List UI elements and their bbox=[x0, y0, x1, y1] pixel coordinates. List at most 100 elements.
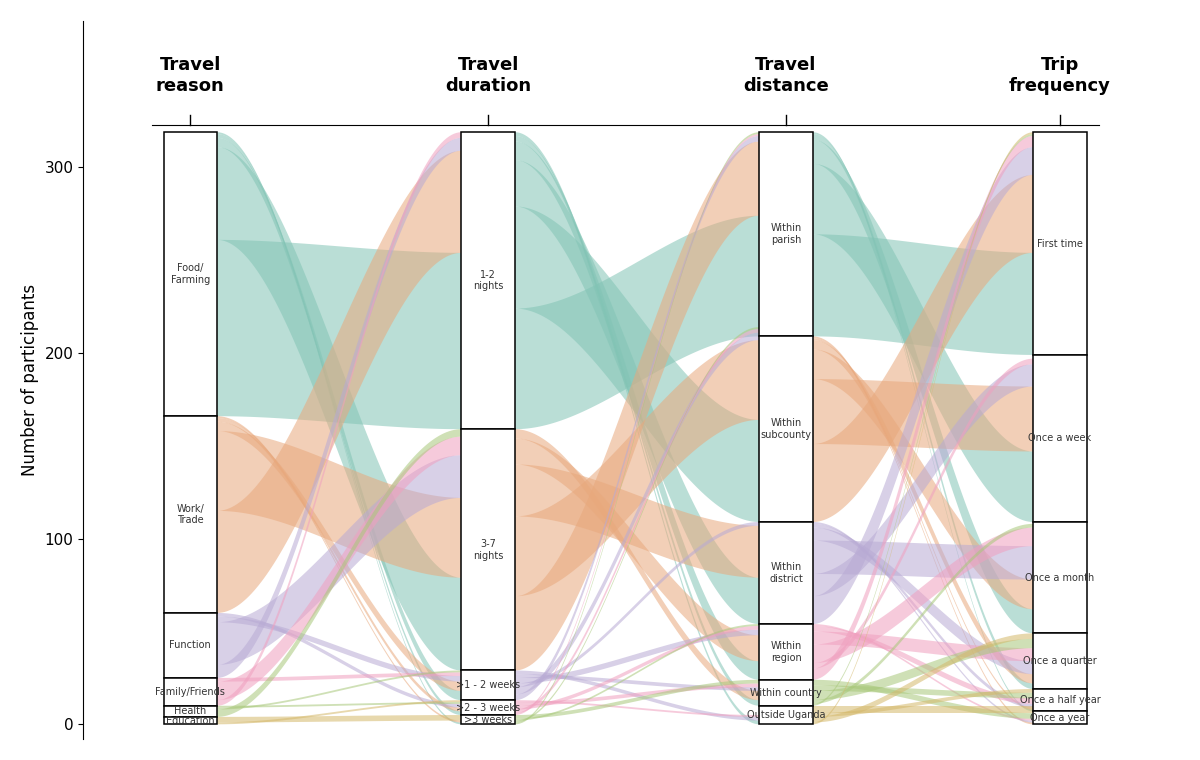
Text: Within
subcounty: Within subcounty bbox=[761, 419, 811, 440]
Bar bbox=[760, 132, 812, 337]
Text: Food/
Farming: Food/ Farming bbox=[170, 264, 210, 285]
Polygon shape bbox=[515, 160, 760, 624]
Text: Once a month: Once a month bbox=[1026, 573, 1094, 583]
Polygon shape bbox=[812, 527, 1033, 674]
Polygon shape bbox=[217, 147, 461, 670]
Polygon shape bbox=[812, 175, 1033, 522]
Bar bbox=[760, 624, 812, 679]
Polygon shape bbox=[515, 132, 760, 724]
Polygon shape bbox=[812, 340, 1033, 683]
Polygon shape bbox=[515, 136, 760, 706]
Bar bbox=[1033, 633, 1087, 689]
Bar bbox=[461, 670, 515, 700]
Polygon shape bbox=[812, 522, 1033, 723]
Bar bbox=[760, 706, 812, 724]
Polygon shape bbox=[812, 136, 1033, 679]
Bar bbox=[461, 429, 515, 670]
Polygon shape bbox=[515, 329, 760, 713]
Text: Work/
Trade: Work/ Trade bbox=[176, 504, 204, 525]
Polygon shape bbox=[812, 140, 1033, 633]
Polygon shape bbox=[217, 715, 461, 723]
Polygon shape bbox=[217, 431, 461, 578]
Polygon shape bbox=[812, 147, 1033, 624]
Polygon shape bbox=[217, 132, 461, 724]
Polygon shape bbox=[515, 683, 760, 706]
Polygon shape bbox=[812, 624, 1033, 720]
Polygon shape bbox=[515, 141, 760, 679]
Polygon shape bbox=[515, 136, 760, 700]
Text: First time: First time bbox=[1037, 239, 1082, 249]
Bar bbox=[1033, 689, 1087, 711]
Polygon shape bbox=[515, 464, 760, 578]
Text: 3-7
nights: 3-7 nights bbox=[473, 539, 503, 561]
Polygon shape bbox=[812, 132, 1033, 711]
Text: Once a week: Once a week bbox=[1028, 433, 1092, 444]
Bar bbox=[760, 522, 812, 624]
Polygon shape bbox=[217, 150, 461, 613]
Polygon shape bbox=[812, 679, 1033, 719]
Bar bbox=[1033, 355, 1087, 522]
Text: Within
district: Within district bbox=[769, 562, 803, 584]
Bar bbox=[461, 715, 515, 724]
Bar bbox=[1033, 711, 1087, 724]
Polygon shape bbox=[812, 163, 1033, 522]
Text: Function: Function bbox=[169, 641, 211, 651]
Polygon shape bbox=[217, 132, 461, 706]
Polygon shape bbox=[812, 364, 1033, 597]
Text: Once a half year: Once a half year bbox=[1020, 695, 1100, 705]
Polygon shape bbox=[217, 455, 461, 665]
Text: Once a year: Once a year bbox=[1031, 713, 1090, 723]
Polygon shape bbox=[812, 337, 1033, 724]
Text: Travel
distance: Travel distance bbox=[743, 56, 829, 95]
Polygon shape bbox=[515, 626, 760, 710]
Text: 1-2
nights: 1-2 nights bbox=[473, 270, 503, 292]
Polygon shape bbox=[217, 134, 461, 715]
Polygon shape bbox=[515, 327, 760, 723]
Polygon shape bbox=[515, 674, 760, 691]
Polygon shape bbox=[515, 132, 760, 724]
Bar bbox=[461, 132, 515, 429]
Polygon shape bbox=[515, 679, 760, 719]
Polygon shape bbox=[812, 706, 1033, 713]
Polygon shape bbox=[217, 138, 461, 678]
Polygon shape bbox=[812, 639, 1033, 700]
Bar bbox=[163, 678, 217, 706]
Polygon shape bbox=[515, 629, 760, 683]
Text: Trip
frequency: Trip frequency bbox=[1009, 56, 1111, 95]
Bar bbox=[1033, 132, 1087, 355]
Bar bbox=[760, 679, 812, 706]
Text: >3 weeks: >3 weeks bbox=[464, 714, 512, 725]
Text: Within
region: Within region bbox=[770, 641, 802, 663]
Polygon shape bbox=[515, 207, 760, 522]
Text: Health: Health bbox=[174, 706, 206, 717]
Polygon shape bbox=[812, 134, 1033, 689]
Polygon shape bbox=[515, 624, 760, 720]
Polygon shape bbox=[812, 632, 1033, 661]
Polygon shape bbox=[217, 613, 461, 708]
Polygon shape bbox=[217, 700, 461, 724]
Polygon shape bbox=[217, 702, 461, 708]
Polygon shape bbox=[812, 350, 1033, 610]
Polygon shape bbox=[515, 141, 760, 670]
Polygon shape bbox=[812, 686, 1033, 698]
Text: >2 - 3 weeks: >2 - 3 weeks bbox=[456, 702, 521, 713]
Polygon shape bbox=[812, 626, 1033, 704]
Polygon shape bbox=[812, 134, 1033, 706]
Bar bbox=[163, 717, 217, 724]
Polygon shape bbox=[217, 240, 461, 429]
Bar bbox=[163, 132, 217, 416]
Polygon shape bbox=[812, 540, 1033, 580]
Polygon shape bbox=[812, 524, 1033, 704]
Polygon shape bbox=[515, 670, 760, 720]
Polygon shape bbox=[217, 138, 461, 700]
Text: Within country: Within country bbox=[750, 688, 822, 698]
Polygon shape bbox=[515, 333, 760, 695]
Bar bbox=[163, 416, 217, 613]
Text: Once a quarter: Once a quarter bbox=[1024, 656, 1097, 667]
Polygon shape bbox=[812, 689, 1033, 717]
Polygon shape bbox=[515, 700, 760, 717]
Polygon shape bbox=[515, 340, 760, 597]
Polygon shape bbox=[812, 234, 1033, 355]
Bar bbox=[760, 337, 812, 522]
Text: Outside Uganda: Outside Uganda bbox=[746, 710, 826, 720]
